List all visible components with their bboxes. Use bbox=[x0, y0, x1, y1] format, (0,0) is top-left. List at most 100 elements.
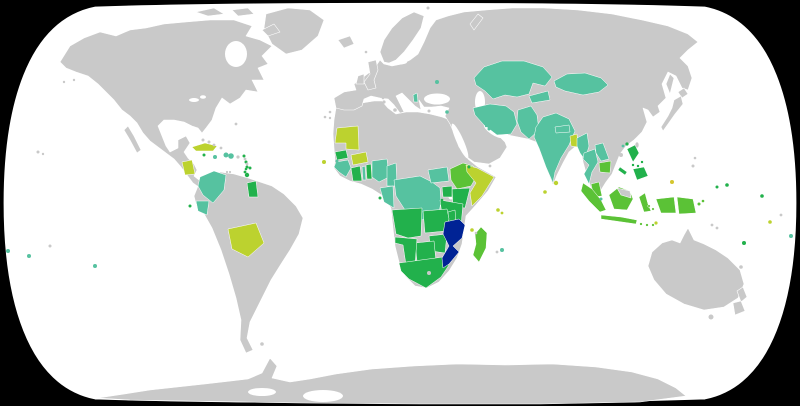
island-dot-mauritius bbox=[500, 248, 504, 252]
island-dot-djibouti bbox=[467, 165, 471, 169]
island-dot-madeira bbox=[328, 110, 332, 114]
landmass-new-zealand-north bbox=[736, 286, 748, 303]
country-indonesia-sunda-3 bbox=[651, 223, 655, 227]
landmass-australia bbox=[647, 227, 745, 311]
country-pakistan bbox=[516, 105, 540, 140]
island-dot-bahamas_3 bbox=[212, 143, 216, 147]
island-dot-corsica bbox=[381, 96, 385, 100]
country-nepal bbox=[554, 124, 571, 134]
landmass-japan-honshu bbox=[660, 95, 684, 132]
island-dot-seychelles_1 bbox=[496, 208, 500, 212]
country-senegal bbox=[334, 149, 349, 161]
island-dot-antigua bbox=[242, 154, 246, 158]
landmass-antarctica bbox=[97, 357, 687, 405]
island-dot-bahrain bbox=[484, 124, 488, 128]
landmass-ireland bbox=[355, 73, 365, 85]
island-dot-bahamas_2 bbox=[207, 140, 211, 144]
island-dot-micronesia_2 bbox=[725, 183, 729, 187]
island-dot-turks_caicos bbox=[219, 146, 223, 150]
island-dot-crete bbox=[427, 109, 431, 113]
island-dot-curacao bbox=[228, 170, 232, 174]
country-south-sudan bbox=[427, 166, 450, 184]
island-dot-rwanda bbox=[440, 198, 444, 202]
island-dot-tasmania bbox=[708, 314, 714, 320]
country-albania bbox=[412, 92, 419, 103]
island-dot-socotra bbox=[488, 164, 492, 168]
island-dot-bahamas_1 bbox=[201, 138, 205, 142]
island-dot-timor_leste bbox=[654, 221, 658, 225]
country-benin bbox=[365, 163, 373, 180]
island-dot-tonga bbox=[27, 254, 31, 258]
country-indonesia-papua bbox=[655, 196, 677, 214]
country-laos bbox=[594, 142, 610, 162]
landmass-arctic-islands-1 bbox=[195, 7, 225, 17]
country-nicaragua bbox=[181, 159, 196, 176]
country-mauritania bbox=[334, 125, 360, 151]
country-indonesia-sulawesi bbox=[638, 192, 652, 213]
baltic-sea bbox=[393, 59, 407, 65]
landmass-south-america bbox=[193, 171, 304, 354]
island-dot-mayotte bbox=[474, 231, 478, 235]
island-dot-guinea_bissau bbox=[335, 159, 339, 163]
landmass-arctic-islands-2 bbox=[231, 7, 255, 17]
country-mongolia bbox=[553, 72, 609, 96]
island-dot-new_ireland bbox=[701, 199, 705, 203]
island-dot-jamaica bbox=[213, 155, 217, 159]
island-dot-cayman_islands bbox=[202, 153, 206, 157]
island-dot-puerto_rico bbox=[236, 155, 240, 159]
country-indonesia-maluku-1 bbox=[647, 204, 651, 208]
island-dot-burundi bbox=[440, 202, 444, 206]
country-mozambique bbox=[441, 218, 466, 269]
country-angola bbox=[391, 207, 423, 239]
country-uganda bbox=[441, 185, 453, 198]
country-philippines-mindanao bbox=[632, 166, 649, 181]
country-indonesia-maluku-2 bbox=[651, 207, 655, 211]
island-dot-canary_2 bbox=[328, 116, 332, 120]
country-philippines-visayas-3 bbox=[640, 160, 644, 164]
island-dot-aruba bbox=[225, 170, 229, 174]
landmass-baja-california bbox=[123, 125, 142, 154]
island-dot-sardinia bbox=[382, 100, 386, 104]
island-dot-reunion bbox=[495, 250, 499, 254]
country-philippines-visayas-1 bbox=[631, 163, 635, 167]
red-sea bbox=[451, 123, 469, 159]
island-dot-maldives bbox=[543, 190, 547, 194]
island-dot-falkland bbox=[260, 342, 264, 346]
island-dot-svalbard bbox=[426, 6, 430, 10]
country-botswana bbox=[414, 240, 437, 262]
island-dot-sri_lanka bbox=[553, 180, 559, 186]
island-dot-hawaii_2 bbox=[41, 152, 45, 156]
landmass-great-britain bbox=[363, 59, 379, 91]
country-ecuador bbox=[195, 200, 210, 216]
island-dot-singapore bbox=[599, 197, 603, 201]
country-madagascar bbox=[472, 226, 488, 263]
island-dot-northern_mariana bbox=[693, 156, 697, 160]
country-ghana bbox=[350, 165, 363, 182]
landmass-north-america bbox=[59, 19, 273, 189]
landmass-iceland bbox=[337, 35, 355, 49]
country-somalia bbox=[465, 164, 495, 207]
ross-bay bbox=[303, 390, 343, 402]
island-dot-barbados bbox=[248, 166, 252, 170]
island-dot-haiti bbox=[223, 152, 229, 158]
island-dot-palau bbox=[670, 180, 674, 184]
island-dot-new_caledonia bbox=[739, 265, 743, 269]
country-nigeria bbox=[371, 158, 390, 183]
island-dot-lesotho bbox=[427, 271, 431, 275]
island-dot-bermuda bbox=[234, 122, 238, 126]
country-bolivia bbox=[227, 222, 265, 258]
country-kazakhstan bbox=[473, 60, 553, 100]
country-guyana bbox=[246, 180, 259, 198]
island-dot-french_polynesia bbox=[93, 264, 97, 268]
country-philippines-palawan bbox=[617, 166, 628, 176]
country-gabon-congo bbox=[379, 185, 395, 209]
great-lakes-2 bbox=[200, 95, 206, 99]
island-dot-grenada bbox=[243, 170, 247, 174]
island-dot-kiribati bbox=[760, 194, 764, 198]
island-dot-solomon_2 bbox=[715, 226, 719, 230]
country-indonesia-sunda-1 bbox=[639, 222, 643, 226]
landmass-borneo-north bbox=[616, 187, 632, 199]
great-lakes-1 bbox=[189, 98, 199, 102]
